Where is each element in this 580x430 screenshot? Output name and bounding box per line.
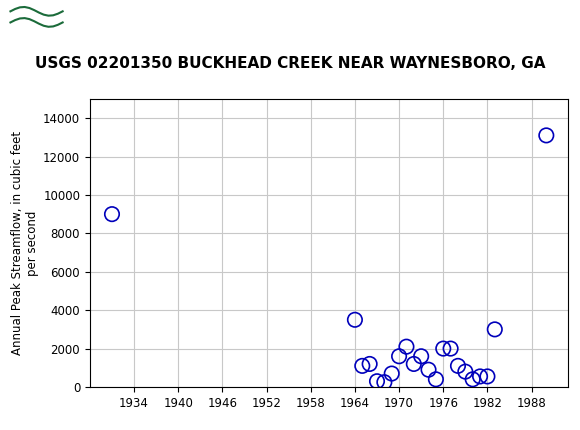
Point <box>372 378 382 385</box>
Point <box>542 132 551 139</box>
Point <box>476 373 485 380</box>
Point <box>358 362 367 369</box>
Point <box>107 211 117 218</box>
Point <box>483 373 492 380</box>
Y-axis label: Annual Peak Streamflow, in cubic feet
per second: Annual Peak Streamflow, in cubic feet pe… <box>11 131 39 355</box>
Text: USGS: USGS <box>68 9 119 27</box>
Point <box>387 370 396 377</box>
Point <box>446 345 455 352</box>
Point <box>461 368 470 375</box>
Point <box>350 316 360 323</box>
Point <box>468 376 477 383</box>
Point <box>365 360 374 367</box>
Point <box>424 366 433 373</box>
Point <box>438 345 448 352</box>
Point <box>394 353 404 360</box>
Text: USGS 02201350 BUCKHEAD CREEK NEAR WAYNESBORO, GA: USGS 02201350 BUCKHEAD CREEK NEAR WAYNES… <box>35 56 545 71</box>
Point <box>409 360 418 367</box>
Point <box>402 343 411 350</box>
FancyBboxPatch shape <box>10 4 63 32</box>
Point <box>416 353 426 360</box>
Point <box>490 326 499 333</box>
Point <box>454 362 463 369</box>
Point <box>380 379 389 386</box>
Point <box>432 376 441 383</box>
